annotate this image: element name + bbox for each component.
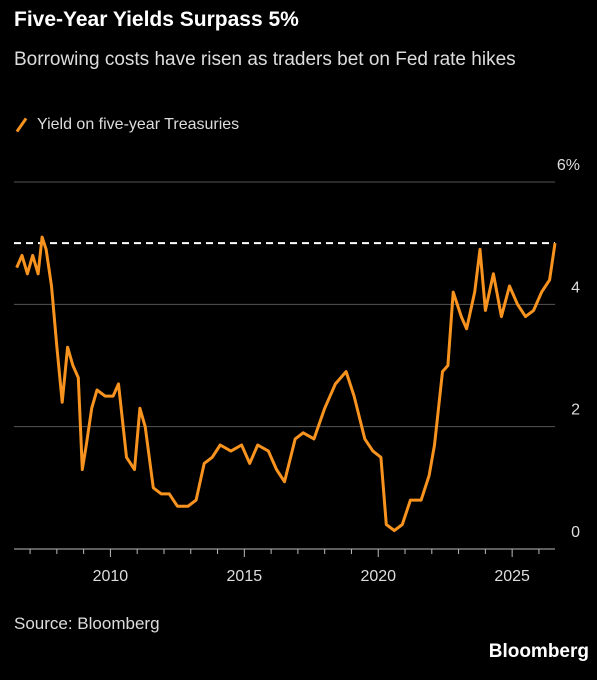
chart-title: Five-Year Yields Surpass 5% (14, 8, 299, 31)
source-note: Source: Bloomberg (14, 614, 160, 633)
brand-logo: Bloomberg (488, 641, 589, 662)
x-tick-label: 2025 (494, 568, 530, 585)
x-tick-label: 2020 (360, 568, 396, 585)
y-tick-label: 0 (571, 524, 580, 541)
legend: Yield on five-year Treasuries (14, 116, 239, 134)
chart: 6% 4 2 0 2010 2015 2020 2025 (14, 157, 580, 585)
y-tick-label: 4 (571, 279, 580, 296)
chart-subtitle: Borrowing costs have risen as traders be… (14, 49, 516, 70)
y-tick-label: 2 (571, 402, 580, 419)
data-line (15, 235, 557, 533)
x-tick-label: 2015 (227, 568, 263, 585)
y-tick-label: 6% (557, 157, 580, 174)
legend-label: Yield on five-year Treasuries (37, 116, 240, 133)
x-tick-label: 2010 (93, 568, 129, 585)
